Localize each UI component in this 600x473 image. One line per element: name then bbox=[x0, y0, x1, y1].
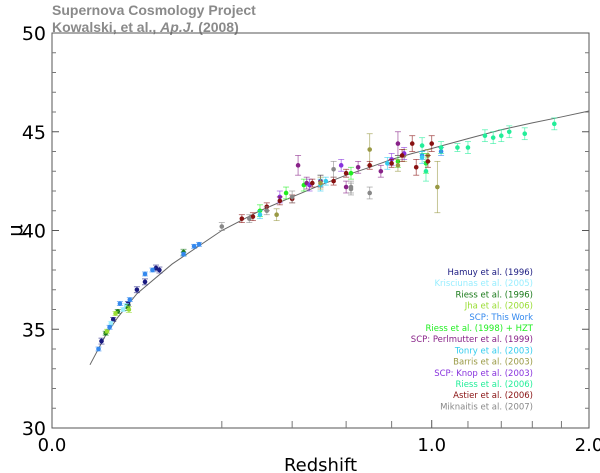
data-point bbox=[331, 166, 336, 172]
data-point bbox=[257, 212, 263, 217]
data-point bbox=[99, 338, 104, 344]
data-point bbox=[343, 170, 349, 176]
data-point bbox=[409, 141, 415, 146]
data-point bbox=[323, 178, 329, 184]
data-point bbox=[289, 194, 295, 200]
data-point bbox=[113, 311, 118, 316]
citation-authors: Kowalski, et al., bbox=[52, 19, 161, 35]
legend-entry: Miknaitis et al. (2007) bbox=[440, 402, 533, 412]
data-point bbox=[96, 346, 101, 352]
y-tick-label: 30 bbox=[22, 418, 46, 440]
legend-entry: Krisciunas et al. (2005) bbox=[434, 279, 533, 289]
data-point bbox=[108, 321, 114, 326]
legend-entry: Riess et al. (1998) + HZT bbox=[426, 324, 534, 334]
data-point bbox=[247, 216, 252, 221]
data-point bbox=[367, 147, 372, 152]
data-point bbox=[331, 178, 336, 184]
chart-title-line1: Supernova Cosmology Project bbox=[52, 2, 256, 18]
data-point bbox=[181, 251, 186, 257]
data-point bbox=[465, 145, 471, 150]
data-point bbox=[157, 267, 162, 273]
data-point bbox=[419, 143, 425, 148]
citation-year: (2008) bbox=[194, 19, 239, 35]
y-tick-label: 45 bbox=[22, 122, 46, 144]
data-point bbox=[395, 141, 401, 146]
data-point bbox=[355, 165, 361, 170]
data-point bbox=[413, 165, 419, 170]
data-point bbox=[399, 153, 405, 158]
x-axis-label: Redshift bbox=[284, 455, 357, 473]
data-point bbox=[423, 168, 429, 174]
data-point bbox=[107, 324, 112, 330]
legend-entry: SCP: This Work bbox=[469, 313, 533, 323]
data-point bbox=[552, 121, 557, 127]
data-point bbox=[435, 184, 440, 190]
legend-entry: Hamuy et al. (1996) bbox=[447, 268, 533, 278]
y-tick-label: 50 bbox=[22, 23, 46, 45]
data-point bbox=[191, 244, 197, 249]
data-point bbox=[126, 307, 132, 312]
legend-entry: Tonry et al. (2003) bbox=[454, 346, 533, 356]
citation-journal: Ap.J. bbox=[160, 19, 195, 35]
data-point bbox=[117, 301, 123, 306]
data-point bbox=[274, 212, 279, 217]
y-tick-label: 35 bbox=[22, 319, 46, 341]
data-point bbox=[490, 135, 496, 140]
data-point bbox=[419, 155, 425, 160]
data-point bbox=[134, 287, 140, 293]
data-point bbox=[104, 328, 110, 334]
data-point bbox=[425, 159, 431, 164]
data-point bbox=[310, 180, 315, 186]
data-point bbox=[219, 224, 225, 229]
legend-entry: Astier et al. (2006) bbox=[453, 391, 533, 401]
data-point bbox=[196, 242, 202, 247]
data-point bbox=[283, 190, 289, 196]
data-point bbox=[348, 170, 354, 176]
data-point bbox=[142, 279, 148, 285]
data-point bbox=[498, 133, 504, 138]
data-point bbox=[389, 161, 394, 166]
y-axis-label: μ bbox=[3, 224, 27, 237]
data-point bbox=[367, 190, 372, 196]
x-tick-label: 1.0 bbox=[417, 435, 446, 456]
data-point bbox=[318, 180, 323, 186]
data-point bbox=[367, 163, 372, 168]
legend-entry: Riess et al. (1996) bbox=[455, 290, 533, 300]
data-point bbox=[438, 145, 444, 150]
data-point bbox=[338, 163, 344, 168]
data-point bbox=[127, 297, 133, 302]
data-point bbox=[110, 317, 116, 322]
legend-entry: SCP: Perlmutter et al. (1999) bbox=[411, 335, 533, 345]
data-point bbox=[120, 307, 126, 312]
legend-entry: Barris et al. (2003) bbox=[453, 358, 533, 368]
data-point bbox=[522, 131, 528, 137]
data-point bbox=[150, 267, 155, 273]
data-point bbox=[264, 208, 270, 214]
data-point bbox=[250, 214, 256, 219]
data-point bbox=[142, 271, 148, 277]
data-point bbox=[506, 129, 512, 135]
data-point bbox=[348, 184, 354, 190]
data-point bbox=[277, 198, 283, 204]
legend-entry: Jha et al. (2006) bbox=[464, 302, 533, 312]
data-point bbox=[455, 145, 460, 150]
chart-title-line2: Kowalski, et al., Ap.J. (2008) bbox=[52, 19, 239, 35]
data-point bbox=[343, 184, 349, 190]
data-point bbox=[239, 216, 245, 221]
data-point bbox=[378, 168, 384, 174]
legend-entry: Riess et al. (2006) bbox=[455, 380, 533, 390]
data-point bbox=[385, 161, 390, 166]
y-tick-label: 40 bbox=[22, 221, 46, 243]
data-point bbox=[295, 163, 301, 168]
data-point bbox=[482, 133, 488, 138]
legend-entry: SCP: Knop et al. (2003) bbox=[434, 369, 533, 379]
data-point bbox=[395, 163, 401, 168]
data-point bbox=[429, 141, 435, 146]
x-tick-label: 2.0 bbox=[575, 435, 600, 456]
x-tick-label: 0.0 bbox=[38, 435, 67, 456]
